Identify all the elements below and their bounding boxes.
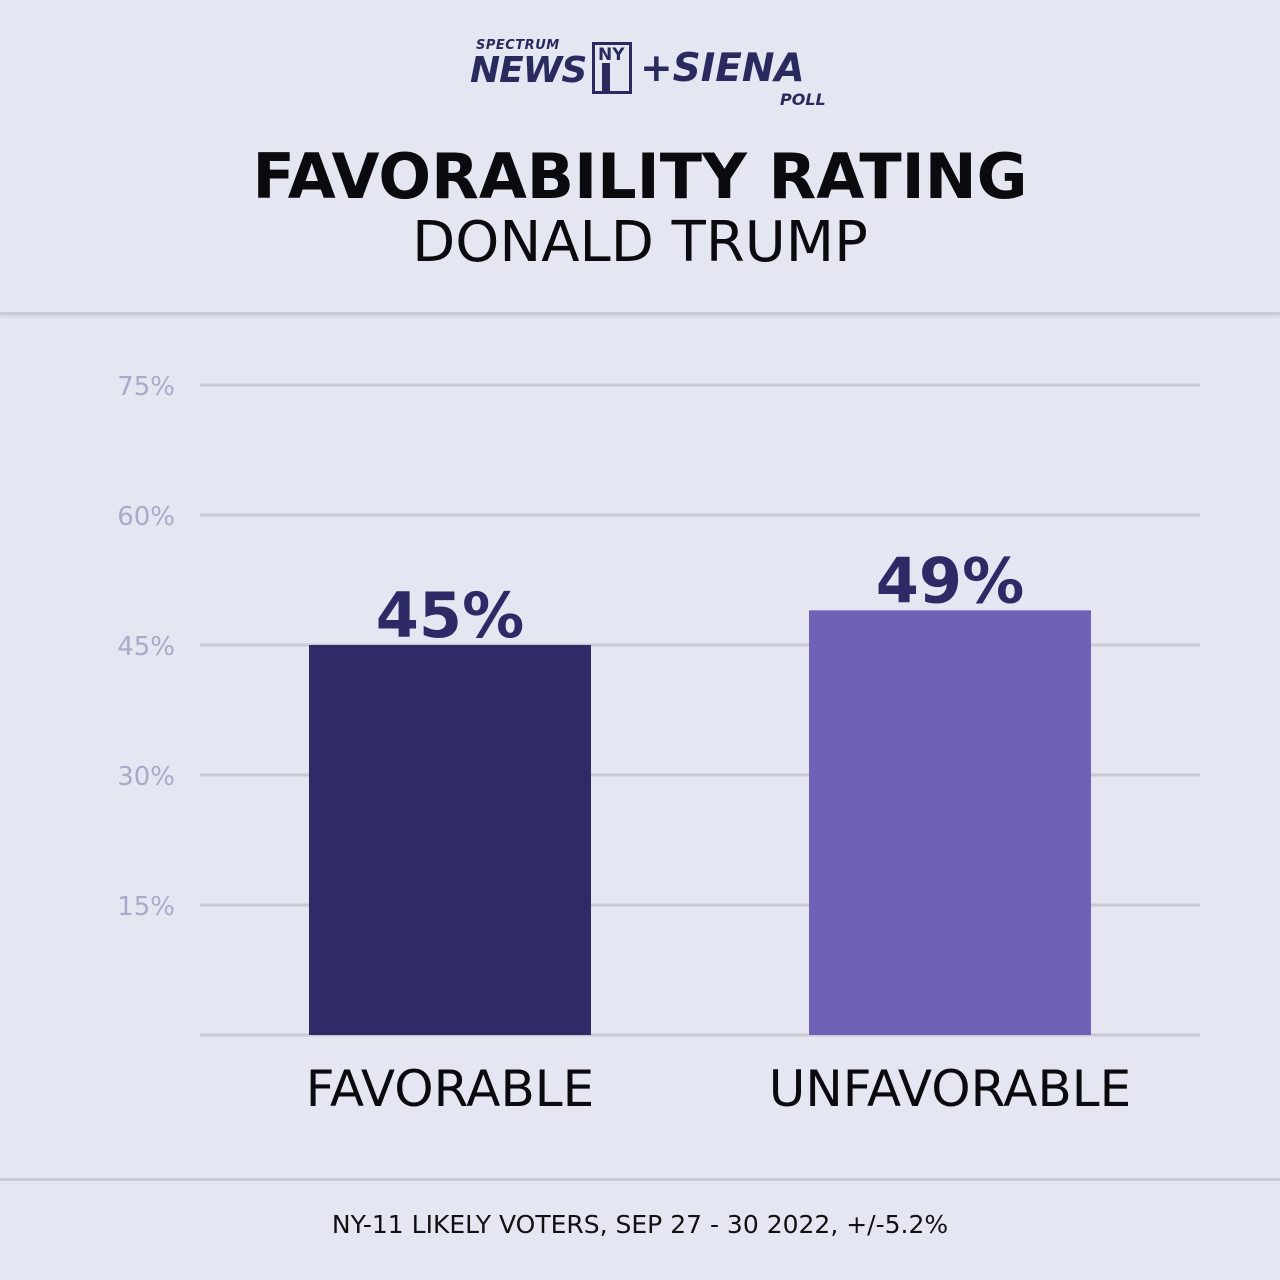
bar-value-label: 45%	[376, 579, 524, 652]
footer-divider	[0, 1178, 1280, 1181]
logo-news-text: NEWS	[470, 50, 587, 91]
spectrum-news-siena-poll-logo: SPECTRUM NEWS NY +SIENA POLL	[470, 36, 826, 110]
category-label: FAVORABLE	[306, 1060, 595, 1118]
bar-unfavorable	[809, 610, 1091, 1035]
category-label: UNFAVORABLE	[769, 1060, 1132, 1118]
logo-spectrum-text: SPECTRUM	[476, 38, 560, 53]
bar-value-label: 49%	[876, 544, 1024, 617]
logo-siena-text: +SIENA	[640, 46, 805, 91]
y-tick-label: 60%	[117, 502, 175, 532]
ny1-icon: NY	[592, 42, 632, 94]
logo-poll-text: POLL	[780, 90, 826, 109]
y-tick-label: 15%	[117, 892, 175, 922]
footer-note: NY-11 LIKELY VOTERS, SEP 27 - 30 2022, +…	[331, 1210, 949, 1239]
y-tick-label: 75%	[117, 372, 175, 402]
chart-title: FAVORABILITY RATING	[252, 140, 1028, 213]
chart-subtitle: DONALD TRUMP	[412, 210, 868, 275]
y-tick-label: 30%	[117, 762, 175, 792]
bar-favorable	[309, 645, 591, 1035]
header: SPECTRUM NEWS NY +SIENA POLL FAVORABILIT…	[0, 0, 1280, 315]
y-tick-label: 45%	[117, 632, 175, 662]
logo-ny-text: NY	[598, 45, 625, 65]
